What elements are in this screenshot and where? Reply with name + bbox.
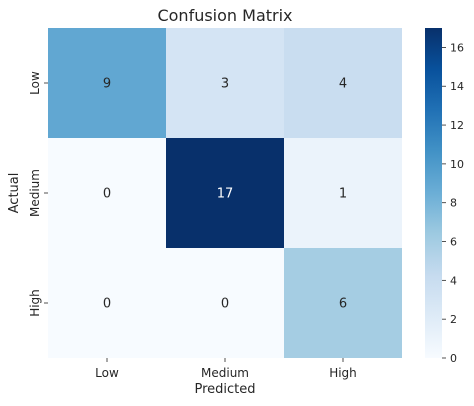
colorbar-ticks: 0 2 4 6 8 10 12 14 16 (442, 41, 464, 365)
y-axis-ticks: Low Medium High (28, 71, 48, 317)
cell-value-label-1-2: 1 (339, 187, 347, 202)
colorbar-tick-label-4: 8 (450, 197, 457, 210)
colorbar-tick-label-5: 10 (450, 158, 464, 171)
cell-value-label-1-0: 0 (103, 187, 111, 202)
cell-value-label-0-1: 3 (221, 77, 229, 92)
chart-title: Confusion Matrix (157, 6, 292, 25)
heatmap-cell-2-2 (284, 248, 402, 358)
x-tick-label-2: High (329, 366, 357, 380)
cell-value-label-2-0: 0 (103, 297, 111, 312)
y-tick-label-0: Low (28, 71, 42, 95)
heatmap-cell-1-2 (284, 138, 402, 248)
x-tick-label-0: Low (95, 366, 119, 380)
colorbar-tick-label-7: 14 (450, 80, 464, 93)
heatmap-cell-0-1 (166, 28, 284, 138)
colorbar-tick-label-8: 16 (450, 41, 464, 54)
heatmap-cell-1-0 (48, 138, 166, 248)
heatmap-cell-labels: 9 3 4 0 17 1 0 0 6 (103, 77, 347, 312)
heatmap-cell-0-2 (284, 28, 402, 138)
colorbar (425, 28, 442, 358)
colorbar-tick-label-1: 2 (450, 313, 457, 326)
heatmap-cells (48, 28, 402, 358)
x-axis-label: Predicted (194, 382, 255, 397)
heatmap-cell-2-0 (48, 248, 166, 358)
y-axis-label: Actual (7, 173, 22, 214)
cell-value-label-2-1: 0 (221, 297, 229, 312)
colorbar-tick-label-2: 4 (450, 274, 457, 287)
colorbar-tick-label-0: 0 (450, 352, 457, 365)
colorbar-tick-label-6: 12 (450, 119, 464, 132)
y-tick-label-1: Medium (28, 169, 42, 217)
y-tick-label-2: High (28, 289, 42, 317)
colorbar-tick-label-3: 6 (450, 236, 457, 249)
cell-value-label-0-2: 4 (339, 77, 347, 92)
x-axis-ticks: Low Medium High (95, 358, 357, 380)
cell-value-label-2-2: 6 (339, 297, 347, 312)
cell-value-label-0-0: 9 (103, 77, 111, 92)
x-tick-label-1: Medium (201, 366, 249, 380)
heatmap-cell-1-1 (166, 138, 284, 248)
heatmap-cell-0-0 (48, 28, 166, 138)
cell-value-label-1-1: 17 (217, 187, 234, 202)
heatmap-cell-2-1 (166, 248, 284, 358)
